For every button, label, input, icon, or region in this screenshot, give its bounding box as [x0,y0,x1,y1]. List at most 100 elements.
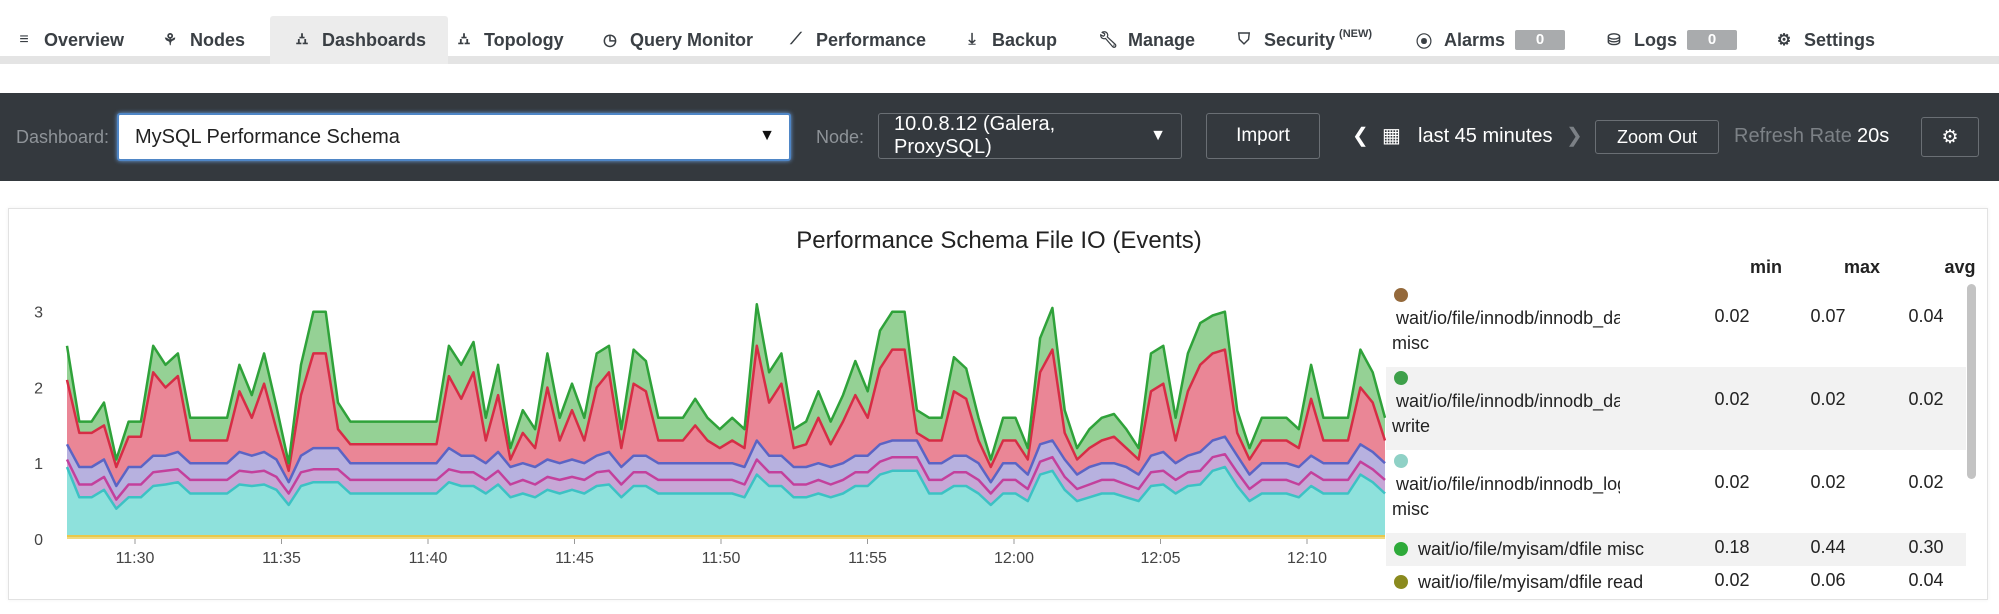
legend-max-value: 0.06 [1810,570,1846,590]
area-band-blue [67,436,1385,500]
nav-topology[interactable]: ⛼ Topology [454,16,564,64]
legend-row[interactable]: wait/io/file/innodb/innodb_data_filewrit… [1386,367,1966,450]
legend-min-value: 0.02 [1714,306,1750,326]
x-tick-label: 11:30 [116,550,155,567]
area-band-magenta [67,454,1385,509]
nav-settings-label: Settings [1804,29,1876,50]
y-tick-label: 1 [34,456,43,473]
nav-overview[interactable]: ≡ Overview [14,16,124,64]
shield-icon: ⛉ [1237,31,1250,48]
zoom-out-button[interactable]: Zoom Out [1595,120,1719,154]
topology-icon: ⛼ [457,31,471,48]
legend-col-min: min [1749,257,1782,277]
nav-performance-label: Performance [816,29,927,50]
nav-manage[interactable]: 🔧︎ Manage [1098,16,1195,64]
x-tick-label: 11:45 [555,550,594,567]
line-chart-icon: ⟋ [790,31,802,48]
x-tick-label: 11:50 [702,550,741,567]
legend-col-max: max [1843,257,1881,277]
series-color-dot [1394,371,1408,385]
nav-overview-label: Overview [44,29,125,50]
alarms-count-badge: 0 [1515,30,1566,50]
y-tick-label: 3 [34,305,43,322]
legend-row[interactable]: wait/io/file/myisam/dfile read 0.02 0.06 0.… [1386,566,1966,596]
legend-col-avg: avg [1944,257,1976,277]
legend-min-value: 0.02 [1714,472,1750,492]
nav-nodes[interactable]: ⚘ Nodes [160,16,245,64]
series-name-line1: wait/io/file/innodb/innodb_log_file [1396,474,1620,494]
nav-nodes-label: Nodes [190,29,246,50]
series-name-line1: wait/io/file/innodb/innodb_data_file [1396,391,1620,411]
series-name-line1: wait/io/file/innodb/innodb_data_file [1396,308,1620,328]
nav-query-monitor[interactable]: ◷ Query Monitor [600,16,753,64]
series-color-dot [1394,288,1408,302]
gear-icon: ⚙ [1941,126,1959,148]
series-line-blue [65,435,1386,488]
legend-max-value: 0.02 [1810,389,1846,409]
logs-count-badge: 0 [1687,30,1737,50]
nav-manage-label: Manage [1128,29,1196,50]
broadcast-icon: ⦿ [1415,34,1432,51]
nav-logs-label: Logs [1634,29,1677,50]
legend-avg-value: 0.04 [1908,570,1944,590]
legend-avg-value: 0.30 [1908,537,1944,557]
x-tick-label: 12:00 [994,550,1034,567]
series-line-magenta [65,452,1386,501]
nav-topology-label: Topology [484,29,564,50]
calendar-icon[interactable]: ▦ [1382,125,1401,147]
refresh-rate-label: Refresh Rate [1734,125,1852,147]
nav-dashboards[interactable]: ⛼ Dashboards [270,16,449,64]
nav-logs[interactable]: ⛁ Logs 0 [1604,16,1737,64]
dashboard-select[interactable]: MySQL Performance Schema ▼ [117,113,791,161]
node-select-value: 10.0.8.12 (Galera, ProxySQL) [894,113,1056,158]
series-color-dot [1394,454,1408,468]
x-tick-label: 12:05 [1140,550,1180,567]
series-name: wait/io/file/myisam/dfile misc [1418,539,1645,559]
legend-row[interactable]: wait/io/file/myisam/dfile misc 0.18 0.44 0.… [1386,533,1966,566]
nav-query-monitor-label: Query Monitor [630,29,754,50]
chart-title: Performance Schema File IO (Events) [796,227,1202,254]
legend-avg-value: 0.02 [1908,472,1944,492]
settings-button[interactable]: ⚙ [1921,117,1979,157]
node-select[interactable]: 10.0.8.12 (Galera, ProxySQL) ▼ [878,113,1182,159]
area-chart: 0 1 2 3 11:30 11:35 11:40 11:45 11:50 11:55 12:00 1… [34,302,1387,567]
nav-alarms[interactable]: ⦿ Alarms 0 [1414,16,1566,64]
nodes-icon: ⚘ [162,32,178,49]
legend-max-value: 0.44 [1810,537,1846,557]
gear-icon: ⚙ [1776,32,1792,49]
series-name-line2: write [1392,416,1431,436]
refresh-rate-value[interactable]: 20s [1857,125,1890,147]
chevron-right-icon[interactable]: ❯ [1566,125,1583,147]
chevron-left-icon[interactable]: ❮ [1352,125,1369,147]
x-tick-label: 11:40 [409,550,448,567]
chart-legend: wait/io/file/innodb/innodb_data_filemisc… [1386,284,1966,596]
y-tick-label: 0 [34,532,43,549]
x-tick-label: 12:10 [1287,550,1327,567]
dashboard-label: Dashboard: [16,127,110,147]
area-band-green [67,304,1385,471]
legend-row[interactable]: wait/io/file/innodb/innodb_data_filemisc… [1386,284,1966,367]
legend-avg-value: 0.02 [1908,389,1944,409]
hdd-icon: ⛁ [1607,32,1621,49]
y-tick-label: 2 [34,380,43,397]
nav-settings[interactable]: ⚙ Settings [1774,16,1875,64]
legend-min-value: 0.02 [1714,389,1750,409]
download-icon: ⤓ [968,31,976,48]
series-line-red [65,344,1387,473]
node-label: Node: [816,127,865,147]
import-button[interactable]: Import [1206,113,1320,159]
legend-scrollbar[interactable] [1967,284,1976,479]
x-tick-label: 11:55 [848,550,887,567]
nav-backup[interactable]: ⤓ Backup [962,16,1057,64]
time-range[interactable]: last 45 minutes [1418,125,1553,147]
legend-avg-value: 0.04 [1908,306,1944,326]
dashboard-toolbar: Dashboard: MySQL Performance Schema ▼ No… [0,93,1999,181]
series-color-dot [1394,575,1408,589]
nav-performance[interactable]: ⟋ Performance [786,16,926,64]
caret-down-icon: ▼ [759,127,775,144]
legend-max-value: 0.07 [1810,306,1846,326]
nav-security[interactable]: ⛉ Security (NEW) [1234,16,1372,64]
